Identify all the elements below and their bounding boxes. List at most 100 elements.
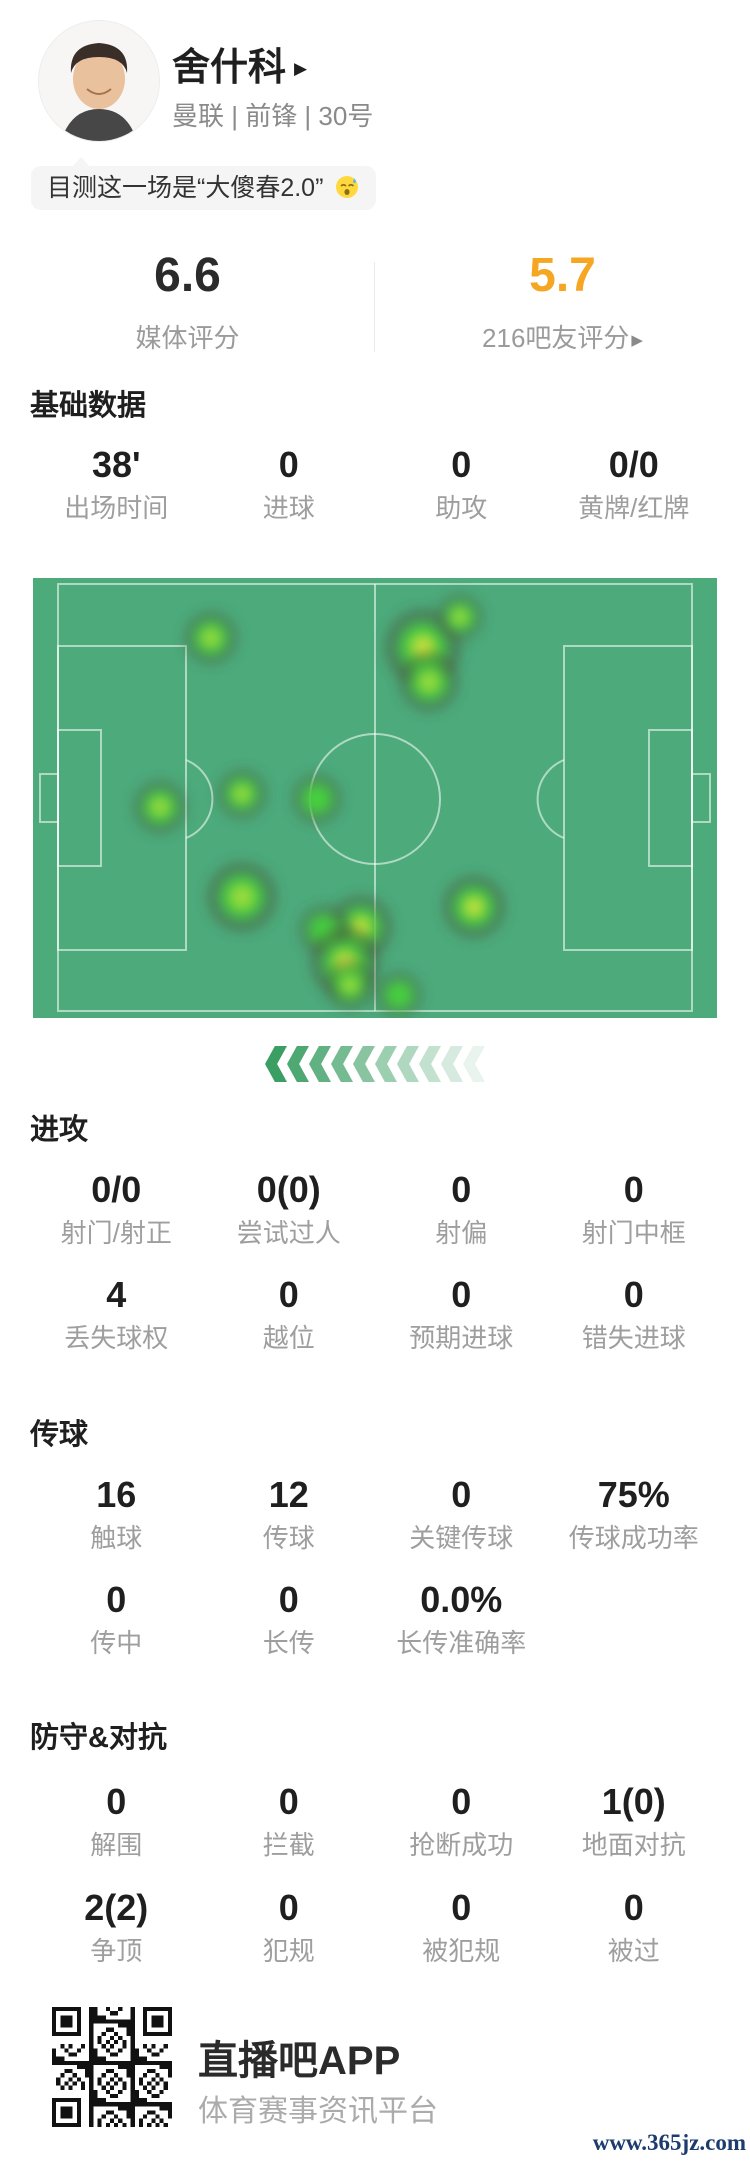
stat-label: 丢失球权 [64, 1323, 169, 1353]
media-rating-value: 6.6 [154, 249, 221, 302]
heat-spot [376, 972, 422, 1018]
stat-cell: 0 拦截 [203, 1781, 376, 1861]
fans-rating[interactable]: 5.7 216吧友评分 ▶ [375, 250, 750, 355]
ratings-divider [374, 262, 375, 352]
stat-label: 射偏 [435, 1218, 488, 1248]
stat-value: 0 [451, 1887, 472, 1928]
stat-value: 0 [451, 1781, 472, 1822]
passing-stats-row: 0 传中 0 长传 0.0% 长传准确率 [30, 1579, 720, 1659]
stat-cell: 0/0 射门/射正 [30, 1169, 203, 1249]
stat-value: 0 [106, 1781, 127, 1822]
stat-cell: 0.0% 长传准确率 [375, 1579, 548, 1659]
stat-value: 16 [96, 1474, 137, 1515]
media-rating: 6.6 媒体评分 [0, 250, 375, 355]
stat-cell: 0 预期进球 [375, 1274, 548, 1354]
stat-value: 0 [623, 1169, 644, 1210]
fans-rating-arrow-icon: ▶ [631, 332, 643, 349]
stat-cell: 1(0) 地面对抗 [548, 1781, 721, 1861]
stat-cell: 0 关键传球 [375, 1474, 548, 1554]
stat-value: 38' [91, 444, 141, 485]
stat-label: 助攻 [435, 493, 488, 523]
media-rating-label: 媒体评分 [135, 323, 240, 353]
section-title-attack: 进攻 [30, 1114, 89, 1146]
stat-cell: 2(2) 争顶 [30, 1889, 203, 1967]
heat-spot [217, 769, 267, 819]
heat-spot [133, 780, 187, 834]
stat-label: 解围 [90, 1830, 143, 1860]
stat-cell: 0/0 黄牌/红牌 [548, 444, 721, 524]
stat-value: 0 [451, 1474, 472, 1515]
stat-value: 0/0 [91, 1169, 142, 1210]
stat-cell: 75% 传球成功率 [548, 1476, 721, 1554]
team-position-number: 曼联 | 前锋 | 30号 [172, 101, 374, 131]
left-chevron-icon [375, 1046, 397, 1082]
stat-label: 黄牌/红牌 [578, 493, 690, 523]
stat-cell: 0 抢断成功 [375, 1781, 548, 1861]
stat-value: 0 [451, 444, 472, 485]
stat-label: 被犯规 [422, 1936, 501, 1966]
app-name: 直播吧APP [198, 2039, 401, 2083]
stat-value: 1(0) [601, 1781, 666, 1822]
stat-label: 出场时间 [64, 493, 169, 523]
left-chevron-icon [353, 1046, 375, 1082]
heat-spot [325, 960, 375, 1010]
stat-label: 犯规 [262, 1936, 315, 1966]
stat-label: 错失进球 [581, 1323, 686, 1353]
attack-direction-chevrons [0, 1046, 750, 1082]
watermark: www.365jz.com [592, 2130, 746, 2155]
fans-rating-label-text: 216吧友评分 [482, 323, 630, 353]
stat-cell: 16 触球 [30, 1474, 203, 1554]
player-name-text: 舍什科 [172, 47, 287, 89]
stat-label: 传中 [90, 1628, 143, 1658]
pitch-heatmap [33, 578, 717, 1018]
left-chevron-icon [331, 1046, 353, 1082]
stat-label: 地面对抗 [581, 1830, 686, 1860]
stat-value: 0 [278, 1887, 299, 1928]
left-chevron-icon [287, 1046, 309, 1082]
stat-label: 传球成功率 [568, 1523, 699, 1553]
basic-stats-row: 38' 出场时间 0 进球 0 助攻 0/0 黄牌/红牌 [30, 444, 721, 524]
stat-label: 争顶 [90, 1936, 143, 1966]
stat-value: 0 [451, 1169, 472, 1210]
stat-label: 触球 [90, 1523, 143, 1553]
stat-value: 0 [278, 1781, 299, 1822]
stat-cell: 0 传中 [30, 1581, 203, 1659]
stat-value: 0 [278, 1579, 299, 1620]
section-title-defense: 防守&对抗 [30, 1722, 167, 1754]
attack-stats-row: 4 丢失球权 0 越位 0 预期进球 0 错失进球 [30, 1274, 720, 1354]
stat-value: 0(0) [256, 1169, 321, 1210]
stat-value: 0 [451, 1274, 472, 1315]
left-chevron-icon [419, 1046, 441, 1082]
stat-label: 拦截 [262, 1830, 315, 1860]
section-title-passing: 传球 [30, 1419, 89, 1451]
stat-label: 传球 [262, 1523, 315, 1553]
stat-cell: 0 越位 [203, 1276, 376, 1354]
heat-spots-layer [133, 594, 506, 1018]
heat-spot [207, 862, 277, 932]
fans-rating-label: 216吧友评分 ▶ [375, 318, 750, 355]
left-chevron-icon [309, 1046, 331, 1082]
stat-label: 长传准确率 [396, 1628, 527, 1658]
stat-value: 0.0% [420, 1579, 503, 1620]
stat-label: 被过 [607, 1936, 660, 1966]
stat-cell: 0(0) 尝试过人 [203, 1169, 376, 1249]
player-name[interactable]: 舍什科 ▶ [172, 36, 307, 91]
avatar-photo [39, 21, 159, 141]
left-chevron-icon [397, 1046, 419, 1082]
player-avatar[interactable] [38, 20, 160, 142]
stat-cell: 0 被犯规 [375, 1887, 548, 1967]
comment-text: 目测这一场是“大傻春2.0” [47, 174, 324, 202]
passing-stats-row: 16 触球 12 传球 0 关键传球 75% 传球成功率 [30, 1474, 721, 1554]
pitch-field [33, 578, 717, 1018]
stat-cell: 0 进球 [203, 444, 376, 524]
stat-value: 0 [278, 444, 299, 485]
stat-cell: 0 助攻 [375, 444, 548, 524]
comment-bubble: 目测这一场是“大傻春2.0” [31, 166, 377, 210]
stat-value: 0/0 [608, 444, 659, 485]
fans-rating-value: 5.7 [529, 249, 596, 302]
stat-value: 4 [106, 1274, 127, 1315]
stat-value: 12 [268, 1474, 309, 1515]
stat-cell: 0 被过 [548, 1889, 721, 1967]
ratings-row: 6.6 媒体评分 5.7 216吧友评分 ▶ [0, 250, 750, 355]
